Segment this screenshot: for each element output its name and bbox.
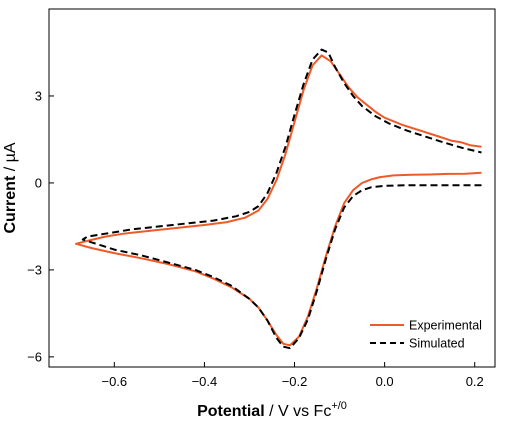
y-axis-title-rest: / µA xyxy=(2,142,19,176)
legend: Experimental Simulated xyxy=(370,319,482,351)
series-line-simulated xyxy=(81,48,482,350)
y-tick-label: 3 xyxy=(35,88,42,103)
legend-label-simulated: Simulated xyxy=(409,337,465,351)
x-axis-ticks: −0.6 −0.4 −0.2 0.0 0.2 xyxy=(101,362,484,389)
y-tick-label: −3 xyxy=(27,262,42,277)
plot-frame xyxy=(48,8,496,368)
x-tick-label: 0.2 xyxy=(466,374,484,389)
x-axis-title-rest: / V vs Fc xyxy=(265,403,332,420)
series-line-experimental xyxy=(75,54,482,347)
x-tick-label: 0.0 xyxy=(376,374,394,389)
x-tick-label: −0.4 xyxy=(192,374,218,389)
y-axis-ticks: −6 −3 0 3 xyxy=(27,88,54,364)
y-tick-label: −6 xyxy=(27,349,42,364)
x-axis-title: Potential / V vs Fc+/0 xyxy=(197,400,347,420)
series-layer xyxy=(75,48,482,350)
x-tick-label: −0.6 xyxy=(101,374,127,389)
x-tick-label: −0.2 xyxy=(282,374,308,389)
legend-label-experimental: Experimental xyxy=(409,319,482,333)
x-axis-title-sup: +/0 xyxy=(331,400,347,412)
y-axis-title-bold: Current xyxy=(2,175,19,233)
y-tick-label: 0 xyxy=(35,175,42,190)
y-axis-title: Current / µA xyxy=(2,142,19,233)
x-axis-title-bold: Potential xyxy=(197,403,265,420)
